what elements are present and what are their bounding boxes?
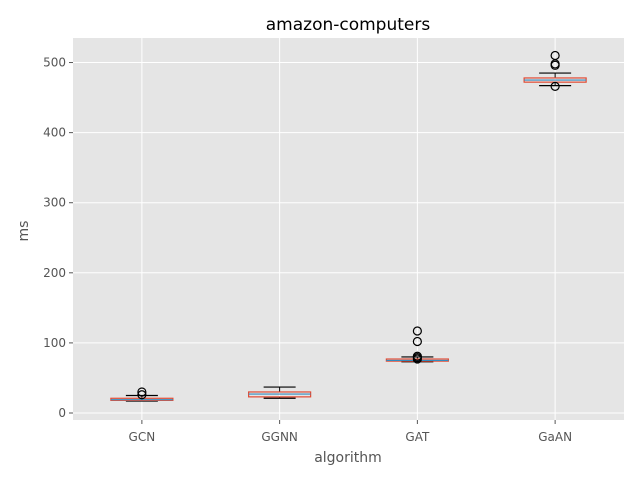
x-tick-label: GaAN: [538, 430, 572, 444]
box-group-gaan: [523, 50, 587, 91]
y-tick-label: 400: [43, 126, 66, 140]
x-axis-label: algorithm: [314, 450, 382, 466]
x-tick-label: GCN: [129, 430, 156, 444]
y-tick-label: 500: [43, 56, 66, 70]
x-tick-label: GAT: [405, 430, 430, 444]
outlier-point: [412, 326, 422, 336]
y-tick-label: 0: [58, 406, 66, 420]
outlier-point: [137, 387, 147, 397]
grid: [73, 38, 624, 420]
outlier-point: [412, 351, 422, 361]
outlier-point: [137, 390, 147, 400]
box-group-gcn: [110, 387, 174, 402]
y-tick-label: 100: [43, 336, 66, 350]
boxes: [110, 50, 587, 402]
y-tick-label: 300: [43, 196, 66, 210]
x-tick-label: GGNN: [261, 430, 298, 444]
box-group-ggnn: [248, 386, 312, 399]
outlier-point: [412, 336, 422, 347]
ticks: 0 100 200 300 400 500 GCN GGNN GAT GaAN: [43, 56, 572, 444]
box-group-gat: [385, 326, 449, 364]
y-axis-label: ms: [16, 221, 32, 242]
outlier-point: [550, 81, 560, 91]
outlier-point: [550, 50, 560, 61]
plot-background: [73, 38, 624, 420]
y-tick-label: 200: [43, 266, 66, 280]
chart-title: amazon-computers: [266, 15, 431, 35]
